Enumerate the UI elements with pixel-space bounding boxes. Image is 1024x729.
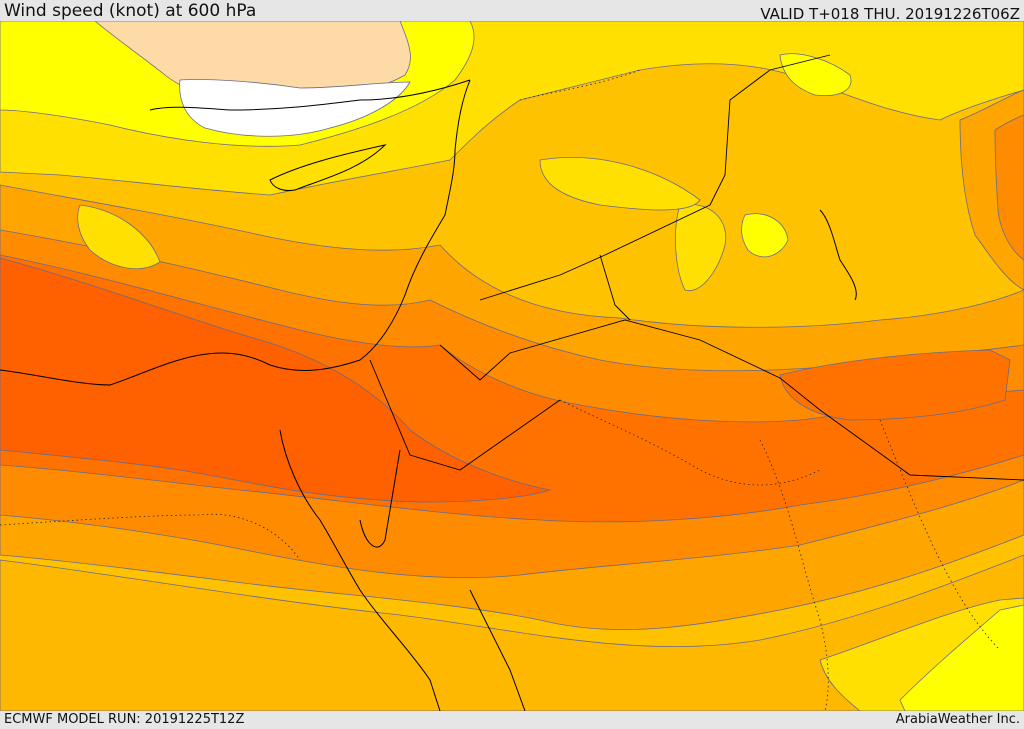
wind-speed-map — [0, 21, 1024, 711]
field-mid-gold-syria — [539, 157, 701, 211]
coastlines — [0, 79, 857, 711]
header-bar: Wind speed (knot) at 600 hPa VALID T+018… — [0, 0, 1024, 23]
model-run: ECMWF MODEL RUN: 20191225T12Z — [4, 712, 245, 727]
field-south-amber — [0, 554, 1024, 711]
field-mid-gold-east — [675, 203, 727, 292]
field-southeast-yellow — [899, 604, 1024, 711]
valid-time: VALID T+018 THU. 20191226T06Z — [760, 5, 1020, 23]
map-title: Wind speed (knot) at 600 hPa — [4, 1, 257, 21]
field-east-red-orange — [779, 349, 1011, 421]
field-ne-gold-patch — [779, 53, 852, 97]
admin-boundaries — [0, 69, 1001, 711]
country-borders — [369, 54, 1024, 481]
footer-bar: ECMWF MODEL RUN: 20191225T12Z ArabiaWeat… — [0, 711, 1024, 729]
field-north-white — [179, 79, 411, 137]
map-canvas — [0, 21, 1024, 711]
credit: ArabiaWeather Inc. — [895, 712, 1020, 727]
field-northeast-dark — [994, 114, 1024, 261]
field-mid-gold-west — [77, 204, 161, 269]
field-mid-gold-iraq — [741, 213, 789, 258]
field-band-red-orange — [0, 257, 552, 503]
